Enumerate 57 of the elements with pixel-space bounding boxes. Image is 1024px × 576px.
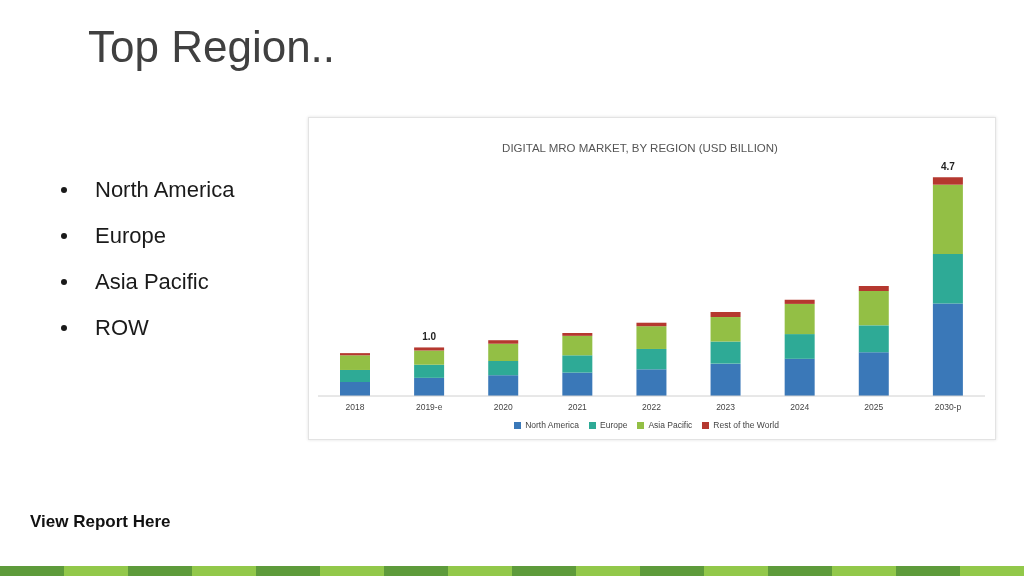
- text: ROW: [95, 314, 149, 342]
- bar: [488, 375, 519, 396]
- text: Europe: [95, 222, 166, 250]
- text: Asia Pacific: [95, 268, 209, 296]
- bar: [710, 341, 741, 364]
- x-tick-label: 2019-e: [415, 402, 443, 413]
- bar: [414, 377, 445, 396]
- legend-label: Europe: [599, 420, 628, 430]
- bar: [488, 340, 519, 344]
- text: North America: [95, 176, 235, 204]
- bar: [858, 285, 889, 291]
- annotation: 1.0: [422, 331, 437, 343]
- legend-label: North America: [525, 420, 579, 430]
- x-tick-label: 2022: [642, 402, 662, 413]
- bar: [858, 325, 889, 353]
- x-tick-label: 2025: [864, 402, 884, 413]
- x-tick-label: 2024: [790, 402, 810, 413]
- x-tick-label: 2018: [345, 402, 365, 413]
- chart-subtitle: DIGITAL MRO MARKET, BY REGION (USD BILLION): [501, 142, 779, 154]
- bar: [858, 291, 889, 326]
- bar: [784, 299, 815, 304]
- chart-title: Top Region..: [88, 22, 336, 72]
- bar: [488, 343, 519, 361]
- bar: [562, 335, 593, 356]
- bar: [932, 254, 963, 304]
- text: View Report Here: [30, 511, 171, 533]
- bar: [414, 347, 445, 351]
- bar: [784, 358, 815, 396]
- legend-label: Rest of the World: [713, 420, 779, 430]
- bar: [562, 355, 593, 373]
- bar: [636, 369, 667, 396]
- bar: [784, 334, 815, 359]
- x-tick-label: 2023: [716, 402, 736, 413]
- legend-label: Asia Pacific: [648, 420, 693, 430]
- bar: [414, 364, 445, 378]
- x-tick-label: 2020: [493, 402, 513, 413]
- bar: [932, 177, 963, 185]
- bar: [562, 372, 593, 396]
- bar: [340, 353, 370, 356]
- bar: [636, 348, 667, 370]
- bar: [932, 184, 963, 255]
- bar: [784, 303, 815, 335]
- bar: [340, 355, 370, 370]
- bar: [636, 326, 667, 349]
- x-tick-label: 2030-p: [934, 402, 962, 413]
- bar: [932, 303, 963, 396]
- bar: [340, 382, 370, 396]
- bar: [858, 352, 889, 396]
- bar: [710, 312, 741, 318]
- bar: [562, 333, 593, 336]
- annotation: 4.7: [940, 161, 956, 173]
- bar: [414, 350, 445, 365]
- bar: [710, 363, 741, 396]
- bar: [488, 361, 519, 376]
- bar: [340, 369, 370, 382]
- x-tick-label: 2021: [567, 402, 588, 413]
- bar: [710, 317, 741, 342]
